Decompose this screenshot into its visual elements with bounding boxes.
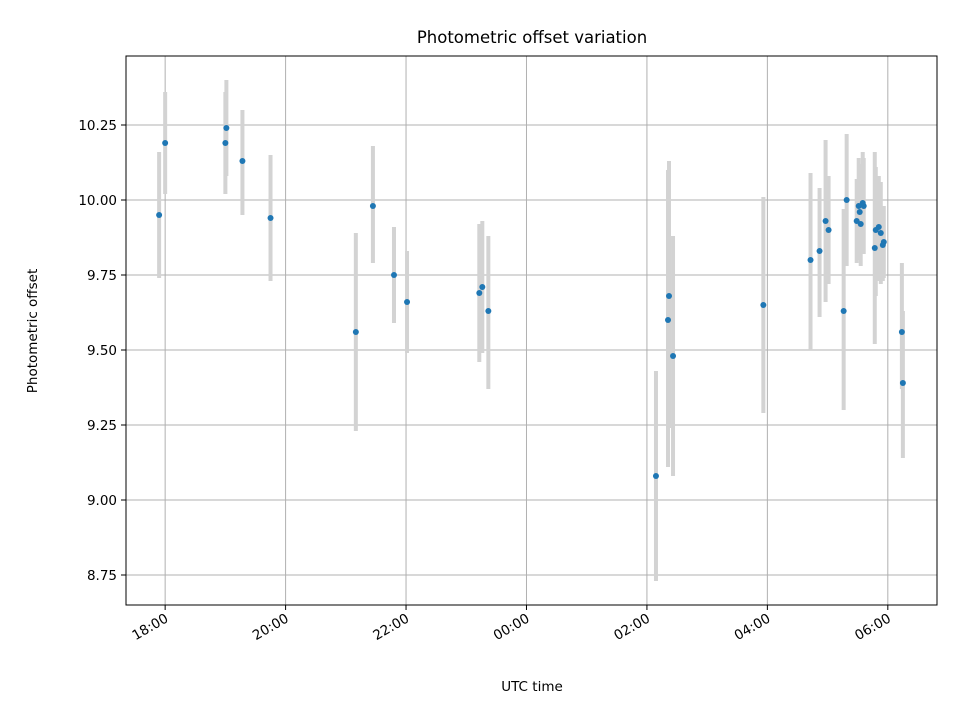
y-tick-label: 9.75 — [87, 268, 117, 284]
data-point — [390, 272, 397, 278]
data-point — [871, 245, 878, 251]
data-point — [352, 329, 359, 335]
plot-frame — [125, 55, 938, 606]
x-tick-label: 02:00 — [611, 611, 653, 644]
y-tick-label: 9.00 — [87, 493, 117, 509]
data-point — [860, 203, 867, 209]
data-point — [479, 284, 486, 290]
data-point — [825, 227, 832, 233]
y-tick-label: 8.75 — [87, 568, 117, 584]
data-point — [222, 140, 229, 146]
x-axis-label: UTC time — [501, 679, 563, 695]
data-point — [843, 197, 850, 203]
data-point — [665, 317, 672, 323]
x-tick-label: 20:00 — [250, 611, 292, 644]
data-point — [666, 293, 673, 299]
data-point — [404, 299, 411, 305]
error-bars — [157, 80, 905, 581]
data-point — [856, 209, 863, 215]
data-point — [822, 218, 829, 224]
data-point — [760, 302, 767, 308]
data-point — [162, 140, 169, 146]
data-point — [670, 353, 677, 359]
data-point — [857, 221, 864, 227]
data-point — [899, 380, 906, 386]
data-point — [880, 239, 887, 245]
data-point — [877, 230, 884, 236]
y-tick-label: 10.00 — [78, 193, 117, 209]
data-point — [223, 125, 230, 131]
x-tick-label: 00:00 — [491, 611, 533, 644]
data-point — [156, 212, 163, 218]
data-point — [898, 329, 905, 335]
data-point — [652, 473, 659, 479]
data-point — [816, 248, 823, 254]
y-tick-label: 10.25 — [78, 118, 117, 134]
data-point — [840, 308, 847, 314]
data-point — [875, 224, 882, 230]
data-point — [369, 203, 376, 209]
data-point — [807, 257, 814, 263]
grid — [126, 56, 937, 605]
x-tick-label: 22:00 — [370, 611, 412, 644]
y-tick-label: 9.50 — [87, 343, 117, 359]
y-axis: 8.75 9.00 9.25 9.50 9.75 10.00 10.25 — [78, 118, 126, 584]
x-tick-label: 04:00 — [732, 611, 774, 644]
data-point — [267, 215, 274, 221]
data-point — [485, 308, 492, 314]
data-point — [476, 290, 483, 296]
chart-title: Photometric offset variation — [417, 28, 647, 47]
x-axis: 18:00 20:00 22:00 00:00 02:00 04:00 06:00 — [129, 605, 894, 644]
data-markers — [156, 125, 906, 479]
x-tick-label: 06:00 — [852, 611, 894, 644]
x-tick-label: 18:00 — [129, 611, 171, 644]
data-point — [239, 158, 246, 164]
y-tick-label: 9.25 — [87, 418, 117, 434]
y-axis-label: Photometric offset — [25, 269, 41, 393]
